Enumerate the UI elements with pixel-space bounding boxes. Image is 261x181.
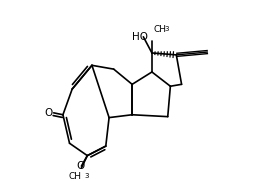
Text: CH: CH <box>68 172 81 181</box>
Text: HO: HO <box>132 32 148 42</box>
Text: O: O <box>76 161 84 171</box>
Text: 3: 3 <box>84 173 88 179</box>
Text: O: O <box>44 108 52 118</box>
Text: 3: 3 <box>164 26 169 32</box>
Text: CH: CH <box>153 25 166 34</box>
